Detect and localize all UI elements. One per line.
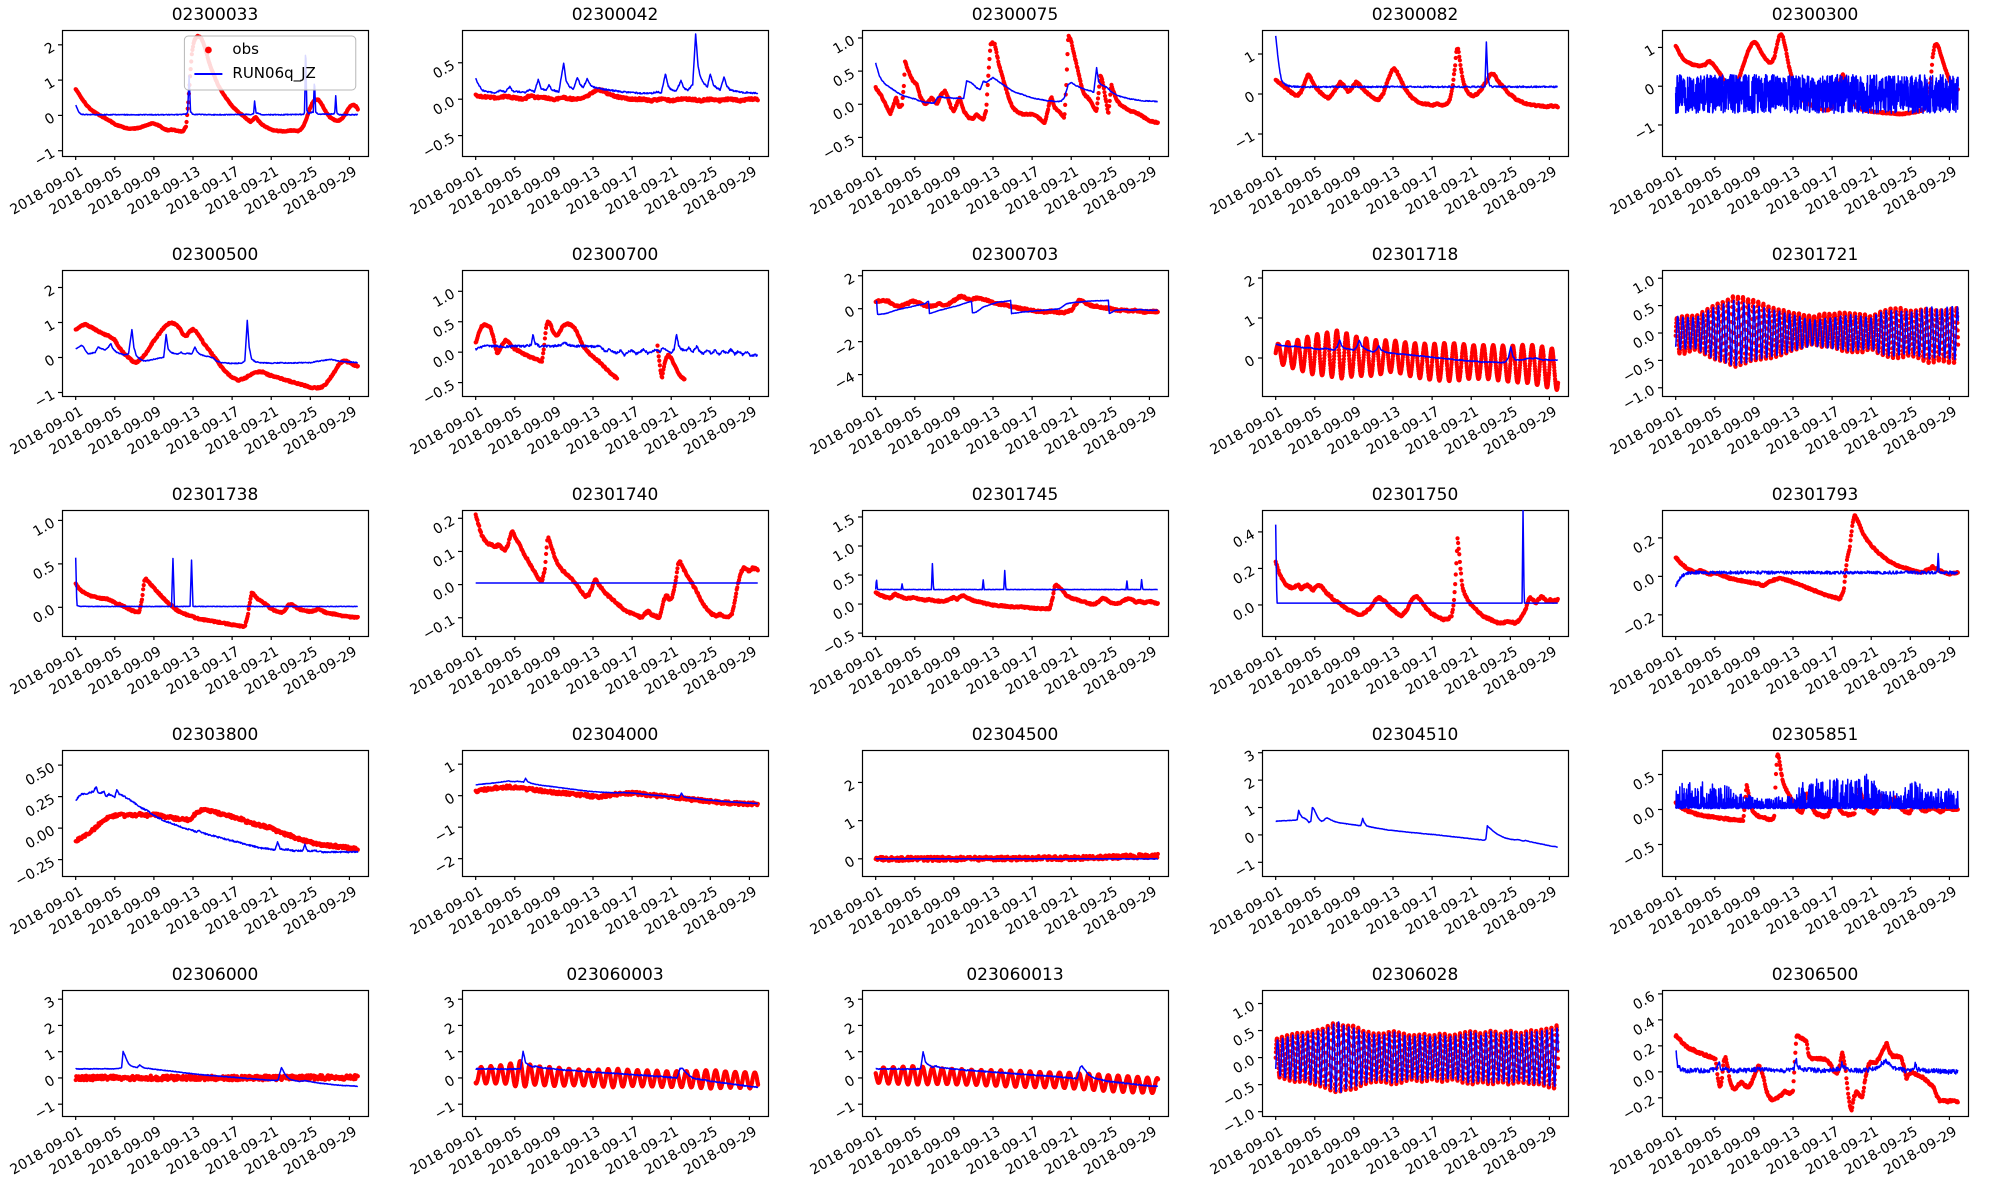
plot-canvas-02300075 [800, 0, 1200, 240]
subplot-02301738: 02301738 [0, 480, 400, 720]
plot-canvas-023060003 [400, 960, 800, 1200]
subplot-02306000: 02306000 [0, 960, 400, 1200]
plot-canvas-02306028 [1200, 960, 1600, 1200]
plot-canvas-02304000 [400, 720, 800, 960]
plot-canvas-02300703 [800, 240, 1200, 480]
subplot-02301740: 02301740 [400, 480, 800, 720]
plot-canvas-02301718 [1200, 240, 1600, 480]
subplot-02301793: 02301793 [1600, 480, 2000, 720]
plot-canvas-02300700 [400, 240, 800, 480]
subplot-023060013: 023060013 [800, 960, 1200, 1200]
plot-canvas-02301793 [1600, 480, 2000, 720]
subplot-02300500: 02300500 [0, 240, 400, 480]
subplot-02306028: 02306028 [1200, 960, 1600, 1200]
subplot-02300082: 02300082 [1200, 0, 1600, 240]
subplot-02300700: 02300700 [400, 240, 800, 480]
plot-canvas-023060013 [800, 960, 1200, 1200]
plot-canvas-02301740 [400, 480, 800, 720]
plot-canvas-02304510 [1200, 720, 1600, 960]
plot-canvas-02304500 [800, 720, 1200, 960]
plot-canvas-02301750 [1200, 480, 1600, 720]
subplot-02300042: 02300042 [400, 0, 800, 240]
subplot-02301718: 02301718 [1200, 240, 1600, 480]
plot-canvas-02300033 [0, 0, 400, 240]
subplot-02304500: 02304500 [800, 720, 1200, 960]
subplot-02301745: 02301745 [800, 480, 1200, 720]
subplot-02300703: 02300703 [800, 240, 1200, 480]
plot-canvas-02305851 [1600, 720, 2000, 960]
plot-canvas-02300300 [1600, 0, 2000, 240]
subplot-02303800: 02303800 [0, 720, 400, 960]
plot-canvas-02303800 [0, 720, 400, 960]
subplot-02300033: 02300033 [0, 0, 400, 240]
plot-canvas-02306000 [0, 960, 400, 1200]
subplot-02305851: 02305851 [1600, 720, 2000, 960]
plot-canvas-02300082 [1200, 0, 1600, 240]
subplot-02301721: 02301721 [1600, 240, 2000, 480]
subplot-02306500: 02306500 [1600, 960, 2000, 1200]
plot-canvas-02306500 [1600, 960, 2000, 1200]
plot-canvas-02300500 [0, 240, 400, 480]
plot-canvas-02301738 [0, 480, 400, 720]
plot-canvas-02300042 [400, 0, 800, 240]
subplot-02300075: 02300075 [800, 0, 1200, 240]
subplot-023060003: 023060003 [400, 960, 800, 1200]
plot-canvas-02301721 [1600, 240, 2000, 480]
plot-canvas-02301745 [800, 480, 1200, 720]
subplot-02304510: 02304510 [1200, 720, 1600, 960]
subplot-02300300: 02300300 [1600, 0, 2000, 240]
subplot-02301750: 02301750 [1200, 480, 1600, 720]
subplot-02304000: 02304000 [400, 720, 800, 960]
